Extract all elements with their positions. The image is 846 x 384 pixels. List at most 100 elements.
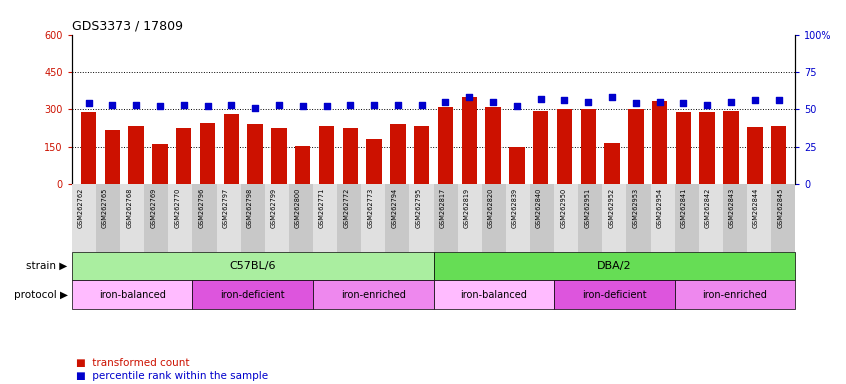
Bar xyxy=(223,114,239,184)
Bar xyxy=(366,139,382,184)
Point xyxy=(367,102,381,108)
Text: GSM262841: GSM262841 xyxy=(681,188,687,228)
Bar xyxy=(580,109,596,184)
Bar xyxy=(295,146,310,184)
Point xyxy=(558,98,571,104)
Text: GSM262797: GSM262797 xyxy=(222,188,228,228)
Bar xyxy=(168,184,192,252)
Bar xyxy=(771,184,795,252)
Point xyxy=(700,102,714,108)
Bar xyxy=(458,184,481,252)
Bar xyxy=(385,184,409,252)
Text: GSM262770: GSM262770 xyxy=(174,188,180,228)
Point xyxy=(653,99,667,105)
Text: GSM262765: GSM262765 xyxy=(102,188,108,228)
Bar xyxy=(361,184,385,252)
Bar xyxy=(105,130,120,184)
Bar xyxy=(506,184,530,252)
Bar xyxy=(554,184,578,252)
Bar xyxy=(96,184,120,252)
Bar xyxy=(554,280,674,309)
Bar xyxy=(72,280,192,309)
Text: GSM262762: GSM262762 xyxy=(78,188,84,228)
Point xyxy=(177,102,190,108)
Bar xyxy=(152,144,168,184)
Bar xyxy=(200,123,215,184)
Bar xyxy=(628,109,644,184)
Point xyxy=(153,103,167,109)
Bar xyxy=(747,184,771,252)
Bar xyxy=(72,184,96,252)
Text: iron-balanced: iron-balanced xyxy=(99,290,166,300)
Point xyxy=(320,103,333,109)
Bar xyxy=(272,128,287,184)
Text: ■  percentile rank within the sample: ■ percentile rank within the sample xyxy=(76,371,268,381)
Point xyxy=(272,102,286,108)
Bar xyxy=(533,111,548,184)
Text: GSM262817: GSM262817 xyxy=(440,188,446,228)
Point xyxy=(581,99,595,105)
Bar xyxy=(433,280,554,309)
Bar xyxy=(557,109,572,184)
Bar xyxy=(288,184,313,252)
Text: GSM262950: GSM262950 xyxy=(560,188,566,228)
Point xyxy=(224,102,238,108)
Point xyxy=(677,100,690,106)
Text: GSM262768: GSM262768 xyxy=(126,188,132,228)
Bar xyxy=(602,184,626,252)
Bar xyxy=(481,184,506,252)
Text: GDS3373 / 17809: GDS3373 / 17809 xyxy=(72,19,183,32)
Text: GSM262844: GSM262844 xyxy=(753,188,759,228)
Point xyxy=(391,102,404,108)
Point xyxy=(343,102,357,108)
Text: GSM262795: GSM262795 xyxy=(415,188,421,228)
Text: GSM262794: GSM262794 xyxy=(392,188,398,228)
Text: GSM262796: GSM262796 xyxy=(199,188,205,228)
Point xyxy=(201,103,214,109)
Bar xyxy=(390,124,405,184)
Text: ■  transformed count: ■ transformed count xyxy=(76,358,190,368)
Bar xyxy=(129,126,144,184)
Bar xyxy=(530,184,554,252)
Point xyxy=(415,102,428,108)
Text: GSM262839: GSM262839 xyxy=(512,188,518,228)
Text: GSM262769: GSM262769 xyxy=(151,188,157,228)
Bar xyxy=(747,127,762,184)
Bar xyxy=(313,280,433,309)
Point xyxy=(605,94,618,101)
Bar xyxy=(433,184,458,252)
Bar xyxy=(240,184,265,252)
Text: GSM262773: GSM262773 xyxy=(367,188,373,228)
Bar xyxy=(604,143,620,184)
Bar xyxy=(433,252,795,280)
Bar xyxy=(462,97,477,184)
Bar xyxy=(674,184,699,252)
Bar xyxy=(313,184,337,252)
Text: GSM262771: GSM262771 xyxy=(319,188,325,228)
Point xyxy=(534,96,547,102)
Bar xyxy=(319,126,334,184)
Text: C57BL/6: C57BL/6 xyxy=(229,261,276,271)
Text: GSM262953: GSM262953 xyxy=(633,188,639,228)
Bar xyxy=(699,184,722,252)
Text: GSM262819: GSM262819 xyxy=(464,188,470,228)
Point xyxy=(772,98,785,104)
Text: GSM262842: GSM262842 xyxy=(705,188,711,228)
Point xyxy=(296,103,310,109)
Text: DBA/2: DBA/2 xyxy=(597,261,632,271)
Bar xyxy=(651,184,674,252)
Text: GSM262951: GSM262951 xyxy=(585,188,591,228)
Point xyxy=(629,100,643,106)
Text: protocol ▶: protocol ▶ xyxy=(14,290,68,300)
Bar xyxy=(247,124,263,184)
Bar xyxy=(626,184,651,252)
Bar xyxy=(192,280,313,309)
Point xyxy=(249,105,262,111)
Text: iron-enriched: iron-enriched xyxy=(341,290,406,300)
Bar xyxy=(722,184,747,252)
Text: GSM262772: GSM262772 xyxy=(343,188,349,228)
Bar xyxy=(700,113,715,184)
Bar xyxy=(265,184,288,252)
Text: GSM262799: GSM262799 xyxy=(271,188,277,228)
Text: GSM262952: GSM262952 xyxy=(608,188,614,228)
